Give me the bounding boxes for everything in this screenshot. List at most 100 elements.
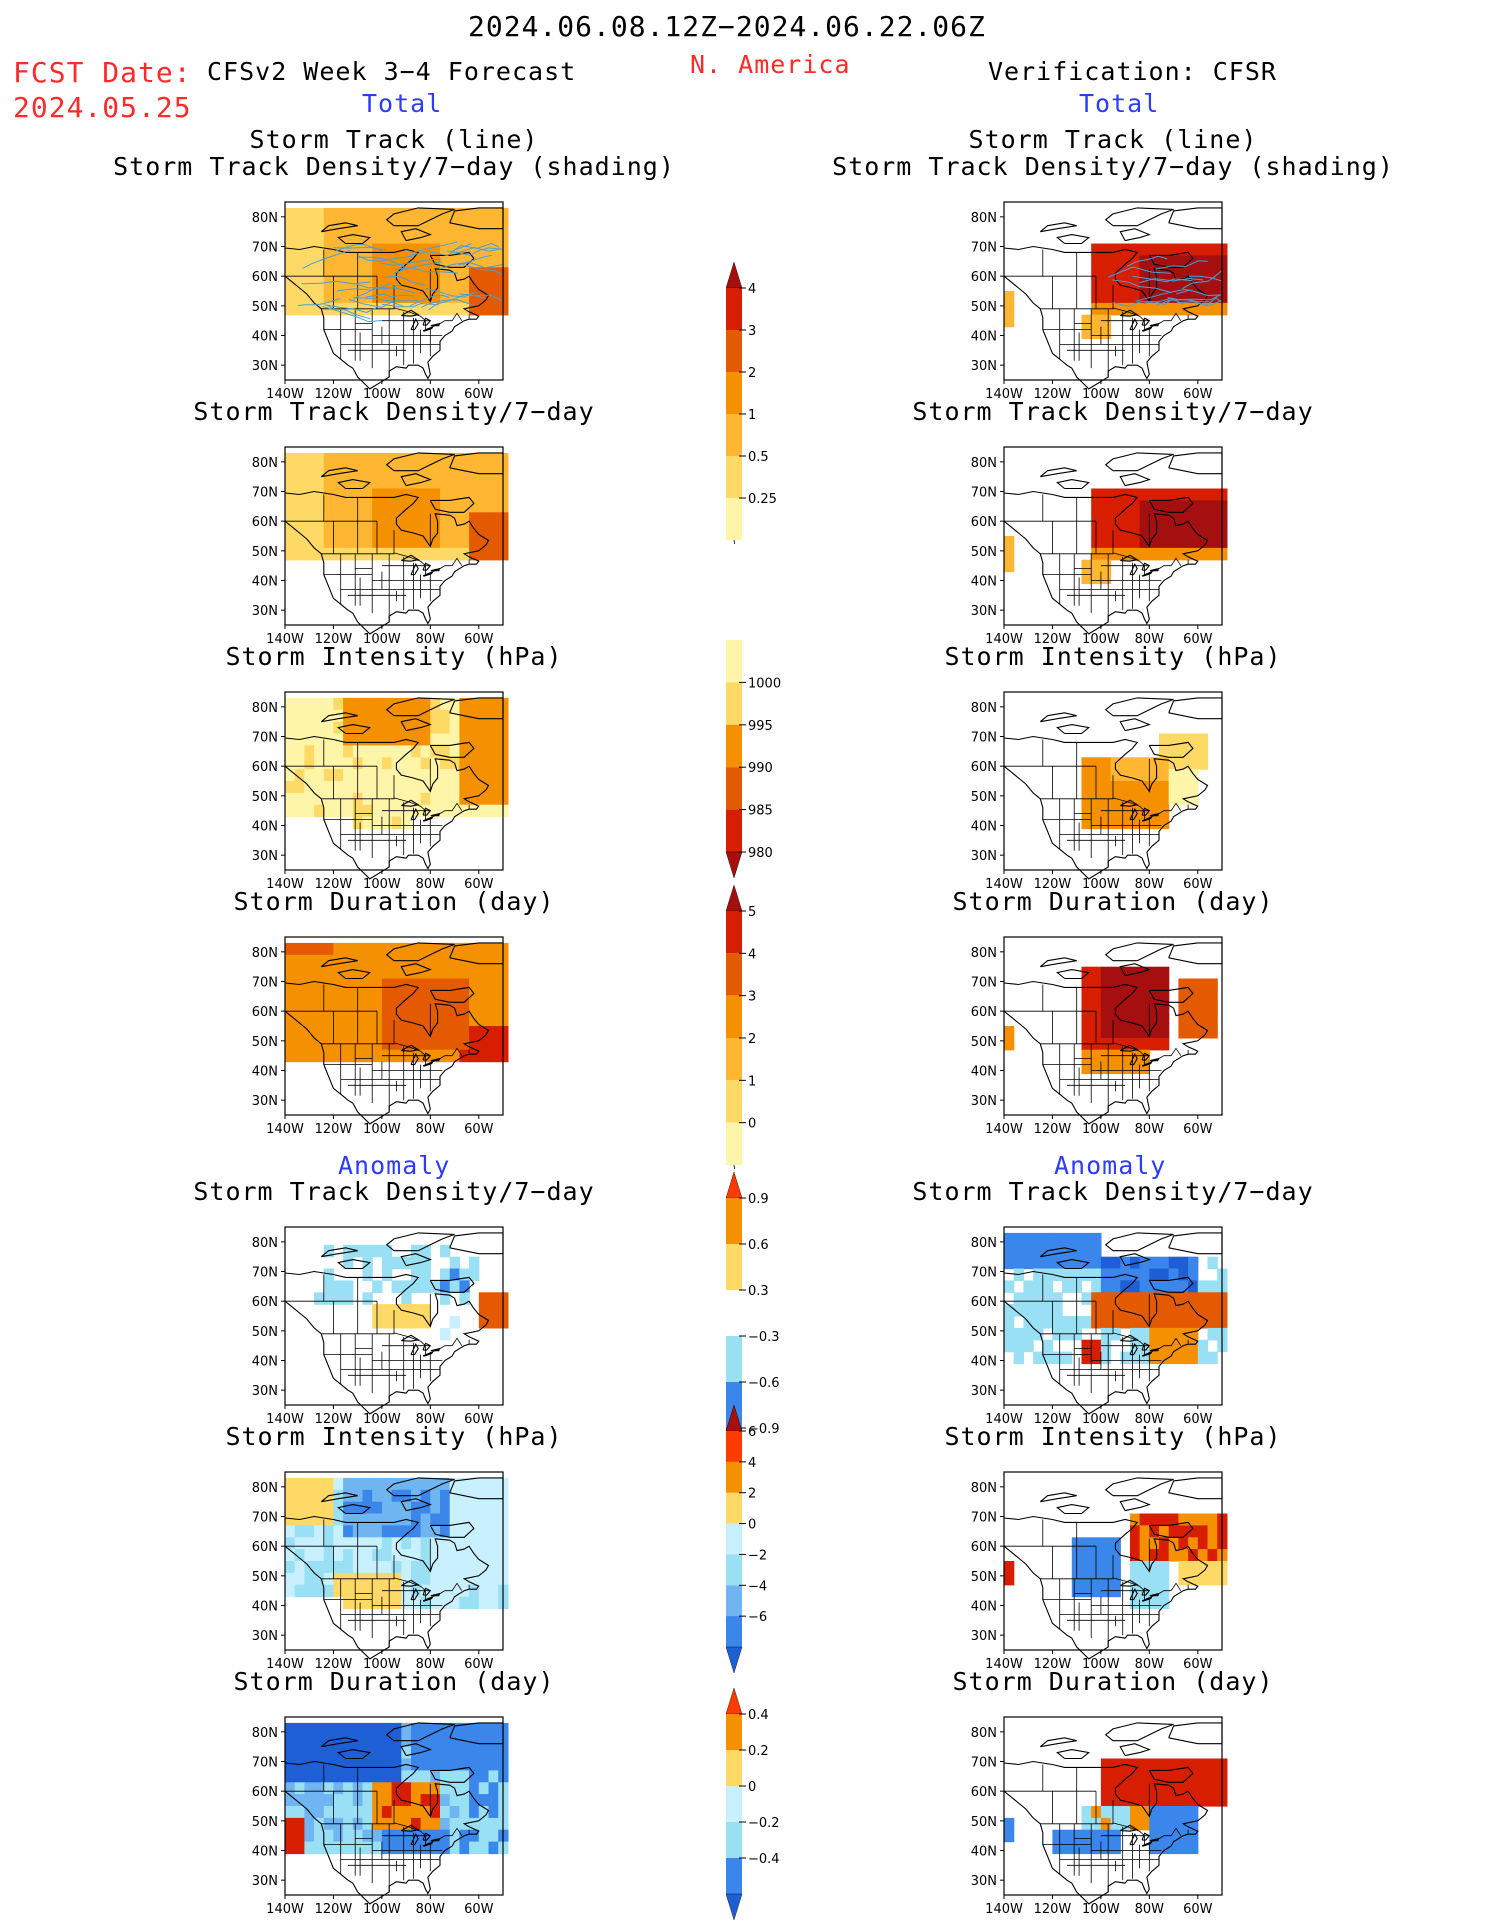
p8-cell xyxy=(1149,255,1160,268)
p13-cell xyxy=(1197,1525,1209,1538)
p11-cell xyxy=(1159,1026,1170,1039)
p8-cell xyxy=(1188,267,1199,280)
p9-cell xyxy=(1178,536,1189,549)
p1-cell xyxy=(323,207,335,221)
p14-cell xyxy=(1130,1782,1141,1795)
p13-cell xyxy=(1178,1537,1189,1550)
p11-cell xyxy=(1207,1014,1218,1027)
p5-cell xyxy=(449,1316,460,1329)
p12-cell xyxy=(1168,1304,1179,1317)
p5-cell xyxy=(420,1268,431,1281)
p13-cell xyxy=(1110,1561,1121,1574)
p4-cell xyxy=(459,942,470,956)
p12-cell xyxy=(1149,1268,1160,1281)
p8-cell xyxy=(1130,255,1141,268)
p12-cell xyxy=(1042,1316,1054,1329)
cb6-colorbar: 0.40.20−0.2−0.4 xyxy=(726,1688,780,1921)
p3-cell xyxy=(478,745,490,758)
p11-cell xyxy=(1149,990,1160,1003)
p7-cell xyxy=(285,1770,296,1783)
p2-cell xyxy=(285,536,296,549)
p5-cell xyxy=(449,1280,460,1293)
p8-cell xyxy=(1139,243,1150,256)
p10-ytick-label: 40N xyxy=(971,820,997,835)
p12-cell xyxy=(1139,1280,1150,1293)
p14-cell xyxy=(1091,1841,1102,1855)
p7-cell xyxy=(391,1746,402,1760)
p11-cell xyxy=(1130,1061,1141,1075)
p2-cell xyxy=(314,524,325,537)
p8-cell xyxy=(1207,243,1218,256)
p10-cell xyxy=(1178,757,1189,770)
p6-cell xyxy=(294,1525,305,1538)
p11-cell xyxy=(1178,1002,1189,1015)
p2-cell xyxy=(381,536,393,549)
p12-cell xyxy=(1197,1304,1209,1317)
p6-cell xyxy=(488,1489,499,1503)
p14-cell xyxy=(1100,1770,1112,1783)
p9-cell xyxy=(1120,524,1131,537)
p4-cell xyxy=(323,942,335,956)
p6-cell xyxy=(381,1537,393,1550)
p7-cell xyxy=(488,1734,499,1748)
p6-cell xyxy=(333,1513,344,1526)
p1-cell xyxy=(352,243,364,256)
p12-ytick-label: 40N xyxy=(971,1355,997,1370)
p13-cell xyxy=(1207,1561,1218,1574)
p4-cell xyxy=(294,954,305,968)
p9-cell xyxy=(1168,488,1179,501)
p1-cell xyxy=(459,291,470,304)
p11-xtick-label: 120W xyxy=(1034,1122,1072,1137)
p14-cell xyxy=(1207,1758,1218,1771)
cb5-label: 4 xyxy=(748,1456,756,1471)
p6-cell xyxy=(294,1477,305,1491)
p9-cell xyxy=(1207,512,1218,525)
p7-cell xyxy=(459,1782,470,1795)
p3-cell xyxy=(449,697,460,711)
p7-cell xyxy=(285,1782,296,1795)
p6-cell xyxy=(285,1584,296,1598)
p4-cell xyxy=(420,966,431,980)
p14-cell xyxy=(1120,1782,1131,1795)
p11-cell xyxy=(1100,990,1112,1003)
cb1-label: 2 xyxy=(748,366,756,381)
p1-cell xyxy=(488,207,499,221)
p4-cell xyxy=(440,1014,451,1027)
p10-cell xyxy=(1110,781,1121,794)
p8-cell xyxy=(1178,279,1189,292)
p2-cell xyxy=(294,452,305,466)
p5-ytick-label: 60N xyxy=(252,1295,278,1310)
p3-cell xyxy=(362,745,373,758)
p13-cell xyxy=(1100,1561,1112,1574)
p3-ytick-label: 40N xyxy=(252,820,278,835)
p4-cell xyxy=(285,1049,296,1063)
p8-cell xyxy=(1149,291,1160,304)
p1-cell xyxy=(362,219,373,233)
p4-cell xyxy=(323,1014,335,1027)
p8-cell xyxy=(1159,243,1170,256)
p4-cell xyxy=(323,978,335,991)
p14-cell xyxy=(1159,1794,1170,1807)
p1-cell xyxy=(294,291,305,304)
p3-ytick-label: 60N xyxy=(252,760,278,775)
p8-cell xyxy=(1120,267,1131,280)
p11-borders xyxy=(1004,984,1189,1112)
p7-cell xyxy=(381,1782,393,1795)
p7-cell xyxy=(304,1794,315,1807)
p12-cell xyxy=(1042,1351,1054,1365)
cb4-label: 0.3 xyxy=(748,1284,769,1299)
p6-cell xyxy=(314,1549,325,1562)
p6-cell xyxy=(401,1525,412,1538)
p13-cell xyxy=(1139,1596,1150,1610)
cb4-swatch xyxy=(726,1198,742,1244)
p12-ytick-label: 70N xyxy=(971,1266,997,1281)
p14-cell xyxy=(1168,1806,1179,1819)
p6-cell xyxy=(362,1489,373,1503)
p7-cell xyxy=(469,1758,480,1771)
p5-cell xyxy=(449,1268,460,1281)
p2-cell xyxy=(430,452,441,466)
p4-cell xyxy=(362,966,373,980)
p2-cell xyxy=(333,500,344,513)
p6-cell xyxy=(440,1513,451,1526)
p3-cell xyxy=(314,804,325,818)
